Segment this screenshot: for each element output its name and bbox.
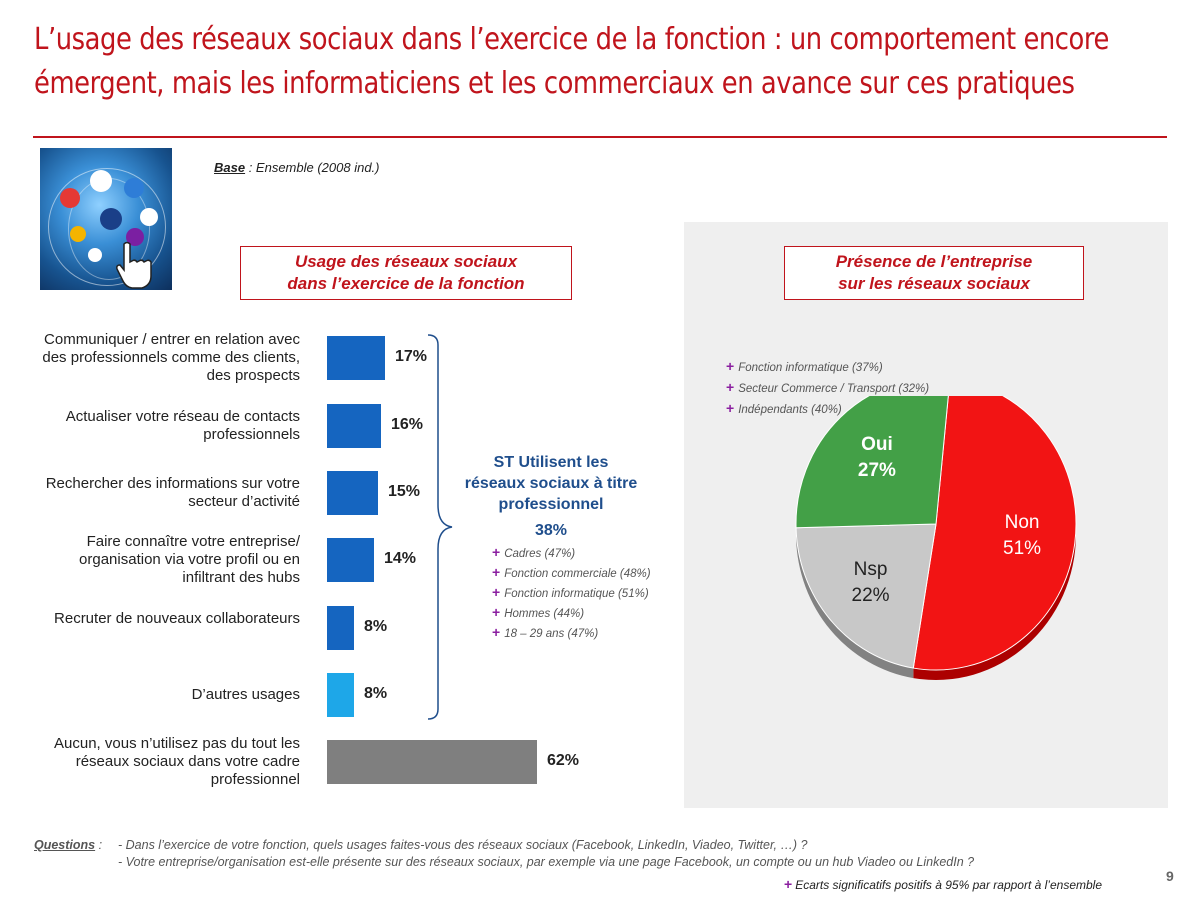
significance-item: + Indépendants (40%) bbox=[726, 400, 842, 416]
plus-icon: + bbox=[726, 379, 735, 395]
pie-slice-non bbox=[912, 396, 1077, 671]
significance-item: +18 – 29 ans (47%) bbox=[492, 624, 598, 640]
significance-item: + Secteur Commerce / Transport (32%) bbox=[726, 379, 929, 395]
st-brace bbox=[427, 334, 453, 720]
significance-item-text: Fonction informatique (51%) bbox=[504, 588, 649, 600]
questions-sep: : bbox=[95, 838, 103, 852]
plus-icon: + bbox=[726, 358, 735, 374]
bar-value-label: 15% bbox=[388, 483, 421, 500]
bar-value-label: 17% bbox=[395, 348, 428, 365]
plus-icon: + bbox=[492, 544, 501, 560]
presence-box-title: Présence de l’entreprise sur les réseaux… bbox=[784, 246, 1084, 300]
significance-item-text: Hommes (44%) bbox=[504, 608, 585, 620]
footer-question-1: - Dans l’exercice de votre fonction, que… bbox=[118, 838, 808, 852]
pie-label-name: Nsp bbox=[853, 559, 888, 581]
presence-box-title-text: Présence de l’entreprise sur les réseaux… bbox=[835, 252, 1033, 293]
bar bbox=[327, 538, 374, 582]
bar-category-label: Recruter de nouveaux collaborateurs bbox=[54, 610, 300, 627]
plus-icon: + bbox=[784, 876, 793, 892]
significance-item: + Fonction informatique (37%) bbox=[726, 358, 883, 374]
significance-item-text: 18 – 29 ans (47%) bbox=[504, 628, 599, 640]
bar-category-label: Aucun, vous n’utilisez pas du tout les r… bbox=[54, 735, 300, 788]
pie-label-value: 27% bbox=[857, 459, 896, 481]
slide-title: L’usage des réseaux sociaux dans l’exerc… bbox=[34, 22, 1109, 101]
footer-questions-label: Questions : bbox=[34, 838, 102, 852]
significance-item-text: Indépendants (40%) bbox=[738, 404, 842, 416]
bar-category-label: Rechercher des informations sur votre se… bbox=[45, 475, 300, 510]
plus-icon: + bbox=[492, 604, 501, 620]
pie-slice-side bbox=[796, 527, 914, 679]
plus-icon: + bbox=[492, 564, 501, 580]
questions-label: Questions bbox=[34, 838, 96, 852]
significance-item-text: Secteur Commerce / Transport (32%) bbox=[738, 383, 930, 395]
pie-slice-oui bbox=[795, 396, 949, 529]
pie-label-name: Oui bbox=[861, 433, 893, 455]
significance-item: + Fonction commerciale (48%) bbox=[492, 564, 651, 580]
bar bbox=[327, 404, 381, 448]
significance-item-text: Cadres (47%) bbox=[504, 548, 576, 560]
bar-category-label: Faire connaître votre entreprise/ organi… bbox=[79, 533, 300, 586]
title-divider bbox=[33, 136, 1167, 138]
significance-item: + Cadres (47%) bbox=[492, 544, 575, 560]
presence-pie-chart bbox=[795, 396, 1077, 680]
significance-item: + Fonction informatique (51%) bbox=[492, 584, 649, 600]
usage-box-title: Usage des réseaux sociaux dans l’exercic… bbox=[240, 246, 572, 300]
pie-label-nsp: Nsp 22% bbox=[831, 557, 911, 609]
pie-slice-nsp bbox=[795, 523, 937, 669]
usage-bar-chart: Communiquer / entrer en relation avec de… bbox=[42, 331, 580, 788]
pie-label-oui: Oui 27% bbox=[837, 432, 917, 484]
significance-note-text: Ecarts significatifs positifs à 95% par … bbox=[795, 878, 1102, 892]
pie-label-name: Non bbox=[1004, 511, 1040, 533]
base-label: Base bbox=[214, 160, 246, 175]
social-network-globe-image bbox=[40, 148, 172, 290]
bar-value-label: 8% bbox=[364, 618, 388, 635]
pie-label-value: 22% bbox=[851, 585, 890, 607]
bar-value-label: 16% bbox=[391, 416, 424, 433]
bar bbox=[327, 673, 354, 717]
footer-question-2: - Votre entreprise/organisation est-elle… bbox=[118, 855, 975, 869]
st-title: ST Utilisent les réseaux sociaux à titre… bbox=[464, 454, 638, 513]
bar bbox=[327, 606, 354, 650]
plus-icon: + bbox=[492, 584, 501, 600]
base-text: : Ensemble (2008 ind.) bbox=[245, 160, 380, 175]
hand-cursor-icon bbox=[116, 241, 152, 289]
usage-box-title-text: Usage des réseaux sociaux dans l’exercic… bbox=[287, 252, 525, 293]
plus-icon: + bbox=[726, 400, 735, 416]
st-value: 38% bbox=[534, 522, 568, 539]
bar-category-label: Communiquer / entrer en relation avec de… bbox=[42, 331, 300, 384]
bar-value-label: 8% bbox=[364, 685, 388, 702]
bar bbox=[327, 740, 537, 784]
bar bbox=[327, 336, 385, 380]
bar-value-label: 62% bbox=[547, 752, 580, 769]
significance-item-text: Fonction informatique (37%) bbox=[738, 362, 883, 374]
page-number: 9 bbox=[1166, 868, 1174, 884]
significance-item-text: Fonction commerciale (48%) bbox=[504, 568, 651, 580]
bar-value-label: 14% bbox=[384, 550, 417, 567]
significance-note: + Ecarts significatifs positifs à 95% par… bbox=[784, 876, 1102, 892]
plus-icon: + bbox=[492, 624, 501, 640]
base-note: Base : Ensemble (2008 ind.) bbox=[214, 160, 379, 175]
bar-category-label: D’autres usages bbox=[191, 686, 300, 703]
bar-category-label: Actualiser votre réseau de contacts prof… bbox=[65, 408, 300, 443]
pie-label-non: Non 51% bbox=[982, 510, 1062, 562]
pie-label-value: 51% bbox=[1003, 537, 1042, 559]
significance-item: + Hommes (44%) bbox=[492, 604, 584, 620]
bar bbox=[327, 471, 378, 515]
